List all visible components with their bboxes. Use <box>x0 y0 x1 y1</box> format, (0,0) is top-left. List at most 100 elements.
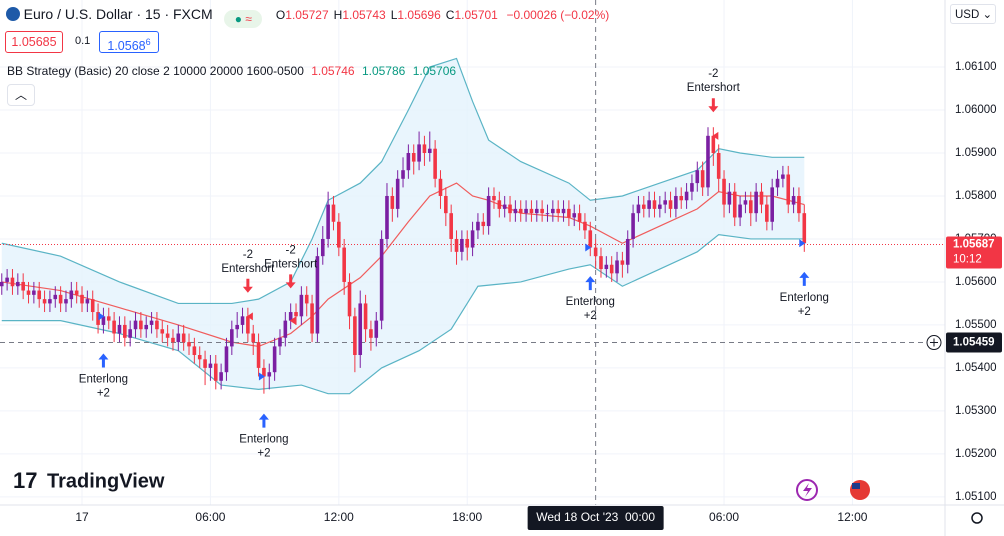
candle-body <box>775 178 780 188</box>
signal-qty: +2 <box>798 306 811 318</box>
signal-marker <box>98 312 105 321</box>
candle-body <box>48 299 52 304</box>
candle-body <box>315 256 320 334</box>
candle-body <box>609 264 614 274</box>
last-price-label: 1.05687 <box>953 239 995 251</box>
candle-body <box>449 213 453 239</box>
candle-body <box>802 213 807 244</box>
candle-body <box>240 316 245 325</box>
ask-button[interactable]: 1.05686 <box>99 31 159 53</box>
signal-arrow <box>98 353 109 368</box>
candle-body <box>679 195 684 201</box>
candle-body <box>486 195 491 227</box>
candle-body <box>508 204 512 214</box>
signal-arrow <box>258 413 269 428</box>
candle-body <box>374 320 379 338</box>
candle-body <box>320 238 325 257</box>
candle-body <box>417 144 421 162</box>
candle-body <box>518 208 523 214</box>
candle-body <box>604 264 609 270</box>
candle-body <box>593 247 598 257</box>
candle-body <box>347 281 352 317</box>
candle-body <box>219 372 223 381</box>
candle-body <box>567 208 571 218</box>
alert-icon-bolt <box>803 483 812 497</box>
candle-body <box>540 208 544 214</box>
candle-body <box>524 208 528 214</box>
candle-body <box>444 195 448 214</box>
bid-button[interactable]: 1.05685 <box>5 31 63 53</box>
candle-body <box>754 191 758 214</box>
candle-body <box>620 260 625 265</box>
candle-body <box>176 333 181 343</box>
signal-label: Entershort <box>221 263 275 275</box>
currency-button[interactable]: USD ⌄ <box>950 4 996 24</box>
candle-body <box>358 303 363 356</box>
market-status[interactable]: ● ≈ <box>224 10 263 28</box>
candle-body <box>42 299 47 304</box>
signal-label: Enterlong <box>239 434 288 446</box>
candle-body <box>743 200 748 205</box>
signal-arrow <box>585 276 596 291</box>
candle-body <box>476 221 480 231</box>
y-tick-label: 1.06100 <box>955 61 997 73</box>
candle-body <box>470 230 475 248</box>
y-tick-label: 1.05300 <box>955 405 997 417</box>
candle-body <box>171 337 175 343</box>
signal-marker <box>246 312 253 321</box>
candle-body <box>353 316 357 356</box>
settings-icon[interactable] <box>971 512 983 524</box>
candle-body <box>288 312 293 321</box>
signal-marker <box>712 131 719 140</box>
indicator-name: BB Strategy (Basic) 20 close 2 10000 200… <box>7 64 304 78</box>
candle-body <box>529 208 534 214</box>
candle-body <box>759 191 764 205</box>
candle-body <box>727 191 732 205</box>
candle-body <box>738 204 742 218</box>
candle-body <box>492 195 496 201</box>
candle-body <box>631 213 635 239</box>
signal-qty: -2 <box>286 244 296 256</box>
countdown-label: 10:12 <box>953 254 982 266</box>
signal-qty: +2 <box>257 448 270 460</box>
signal-marker <box>289 316 296 325</box>
ohlc-key: L <box>390 8 398 22</box>
crosshair-x-box <box>527 506 664 530</box>
candle-body <box>636 204 641 214</box>
candle-body <box>74 290 79 295</box>
alert-icon[interactable] <box>796 479 818 501</box>
candle-body <box>224 346 229 373</box>
signal-marker <box>799 239 806 248</box>
candle-body <box>181 333 186 343</box>
candle-body <box>545 213 550 215</box>
candle-body <box>0 281 4 287</box>
candle-body <box>556 208 560 214</box>
candle-body <box>711 135 716 154</box>
y-tick-label: 1.05100 <box>955 491 997 503</box>
crosshair-y-box <box>946 332 1002 353</box>
signal-label: Entershort <box>687 82 741 94</box>
candle-body <box>363 303 368 330</box>
candle-body <box>26 290 31 295</box>
candle-body <box>106 316 111 321</box>
candle-body <box>422 144 427 154</box>
signal-label: Enterlong <box>79 374 128 386</box>
collapse-button[interactable]: ︿ <box>7 84 35 106</box>
candle-body <box>770 187 774 222</box>
candle-body <box>278 337 282 347</box>
candle-body <box>133 320 138 330</box>
candle-body <box>674 195 678 209</box>
bid: 1.05685 <box>11 35 57 49</box>
signal-arrow <box>708 98 719 113</box>
candle-body <box>465 238 470 248</box>
candle-body <box>272 346 277 373</box>
candle-body <box>128 329 132 338</box>
header: Euro / U.S. Dollar · 15 · FXCM ● ≈ O1.05… <box>6 6 609 28</box>
signal-qty: +2 <box>584 310 597 322</box>
ohlc-value: 1.05701 <box>454 8 498 22</box>
crosshair-add-plus <box>930 338 938 347</box>
candle-body <box>390 195 395 209</box>
x-tick-label: 12:00 <box>837 510 867 524</box>
ohlc: O1.05727 H1.05743 L1.05696 C1.05701 <box>276 8 503 22</box>
